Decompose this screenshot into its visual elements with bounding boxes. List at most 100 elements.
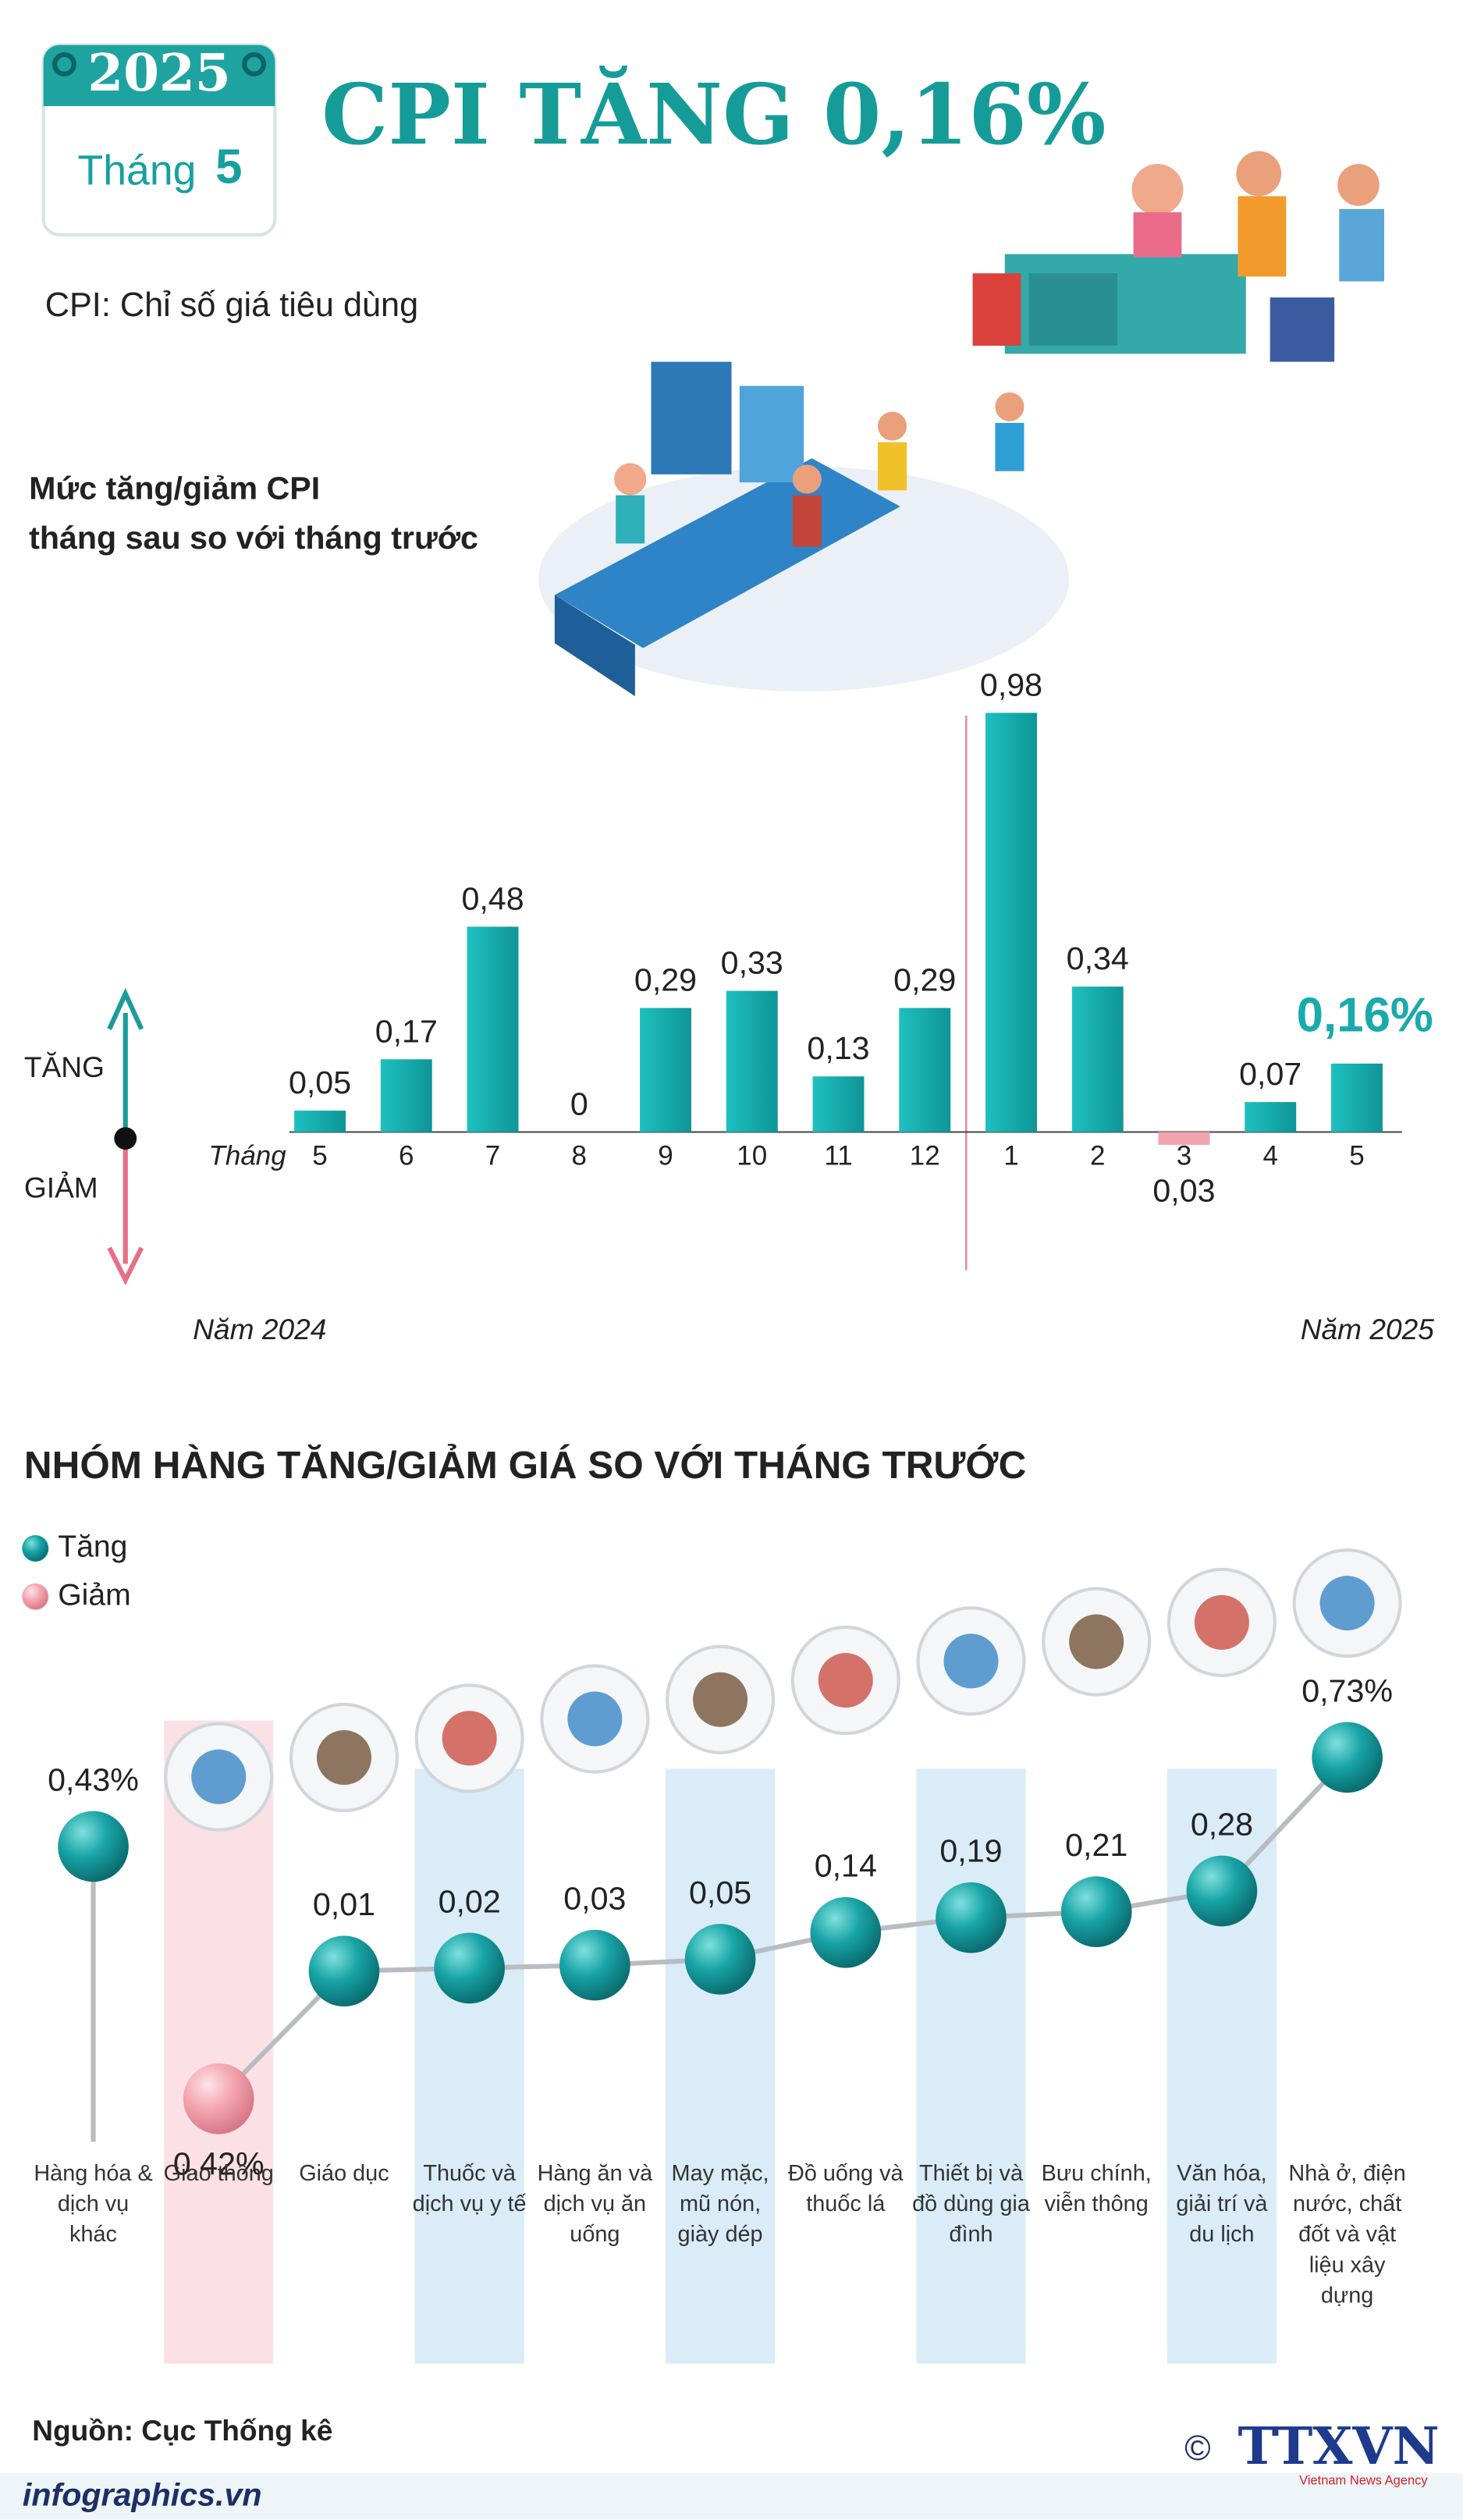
bar: [985, 713, 1037, 1132]
agency: TTXVN: [1238, 2415, 1440, 2476]
value-label: 0,34: [1067, 940, 1129, 976]
bar: [1071, 986, 1124, 1132]
category-label: Nhà ở, điện nước, chất đốt và vật liệu x…: [1288, 2159, 1406, 2308]
bar: [1158, 1132, 1210, 1145]
category-label-box: May mặc, mũ nón, giày dép: [671, 2159, 769, 2247]
x-tick-label: 3: [1177, 1141, 1191, 1171]
category-label: May mặc, mũ nón, giày dép: [671, 2159, 769, 2247]
bar: [726, 990, 778, 1132]
annotation: TĂNG: [24, 1050, 105, 1083]
category-label: Thiết bị và đồ dùng gia đình: [912, 2159, 1030, 2247]
subtitle: CPI: Chỉ số giá tiêu dùng: [45, 286, 418, 324]
dot: [434, 1932, 505, 2004]
category-label-box: Văn hóa, giải trí và du lịch: [1176, 2159, 1268, 2247]
bar: [1245, 1102, 1297, 1132]
category-label: Giáo dục: [299, 2159, 389, 2186]
category-label-box: Bưu chính, viễn thông: [1041, 2159, 1152, 2216]
category-icon-detail: [191, 1749, 247, 1804]
category-icon-detail: [943, 1633, 999, 1689]
value-label: 0,14: [815, 1848, 877, 1884]
category-icon-detail: [1319, 1576, 1375, 1631]
value-label: 0,29: [893, 961, 956, 997]
value-label: 0,48: [461, 880, 524, 916]
dot: [1186, 1855, 1258, 1927]
dot: [58, 1811, 129, 1882]
value-label: 0,05: [289, 1065, 351, 1100]
category-label: Văn hóa, giải trí và du lịch: [1176, 2159, 1268, 2247]
category-icon-detail: [316, 1729, 371, 1786]
value-label: 0,03: [1152, 1173, 1215, 1209]
x-tick-label: 5: [312, 1141, 327, 1171]
dot: [183, 2063, 254, 2134]
illustration-shop: [972, 151, 1385, 362]
chart-title: tháng sau so với tháng trước: [29, 520, 478, 556]
value-label: 0,21: [1065, 1827, 1127, 1863]
x-axis-label: Tháng: [208, 1141, 286, 1171]
down-arrow-head: [107, 1246, 144, 1285]
bar: [812, 1076, 865, 1132]
up-arrow-head: [107, 987, 144, 1030]
annotation: Năm 2025: [1301, 1313, 1434, 1345]
category-label: Hàng hóa & dịch vụ khác: [34, 2159, 153, 2247]
category-label: Giao thông: [163, 2159, 274, 2186]
category-label-box: Nhà ở, điện nước, chất đốt và vật liệu x…: [1288, 2159, 1406, 2308]
category-label: Bưu chính, viễn thông: [1041, 2159, 1152, 2216]
x-tick-label: 6: [399, 1141, 414, 1171]
category-label-box: Đồ uống và thuốc lá: [788, 2159, 904, 2216]
category-label-box: Giáo dục: [299, 2159, 389, 2186]
value-label: 0,28: [1191, 1806, 1253, 1842]
dot: [810, 1896, 882, 1968]
x-tick-label: 12: [910, 1141, 940, 1171]
dot: [1060, 1876, 1132, 1947]
bar: [899, 1008, 951, 1132]
bar: [294, 1111, 346, 1132]
category-label: Hàng ăn và dịch vụ ăn uống: [537, 2159, 653, 2247]
bar: [1331, 1063, 1383, 1132]
annotation: Năm 2024: [193, 1313, 326, 1345]
x-tick-label: 4: [1262, 1141, 1277, 1171]
value-label: 0,19: [939, 1833, 1002, 1869]
x-tick-label: 5: [1349, 1141, 1364, 1171]
ring: [242, 52, 267, 76]
column-band: [414, 1768, 524, 2364]
bar: [467, 926, 519, 1132]
month-label: Tháng: [78, 148, 197, 194]
chart-title: NHÓM HÀNG TĂNG/GIẢM GIÁ SO VỚI THÁNG TRƯ…: [24, 1443, 1026, 1487]
category-icon-detail: [1069, 1614, 1124, 1669]
bar: [380, 1059, 432, 1132]
value-label: 0,17: [375, 1013, 438, 1049]
value-label: 0,42%: [173, 2146, 265, 2182]
value-label: 0,03: [563, 1881, 626, 1917]
value-label: 0,13: [807, 1030, 869, 1066]
category-icon-detail: [442, 1711, 497, 1766]
value-label: 0,16%: [1297, 988, 1433, 1042]
value-label: 0,29: [634, 961, 697, 997]
x-tick-label: 8: [572, 1141, 587, 1171]
category-label-box: Thuốc và dịch vụ y tế: [412, 2159, 527, 2216]
agency-en: Vietnam News Agency: [1299, 2473, 1428, 2487]
category-icon-detail: [818, 1653, 873, 1708]
calendar-top: [43, 44, 275, 106]
category-label: Thuốc và dịch vụ y tế: [412, 2159, 527, 2216]
chart-title: Mức tăng/giảm CPI: [29, 470, 320, 506]
x-tick-label: 9: [658, 1141, 673, 1171]
value-label: 0,98: [980, 666, 1042, 702]
value-label: 0: [570, 1086, 588, 1121]
legend-label: Tăng: [58, 1530, 127, 1563]
x-tick-label: 1: [1003, 1141, 1018, 1171]
value-label: 0,01: [313, 1886, 375, 1922]
ring: [51, 52, 76, 76]
source: Nguồn: Cục Thống kê: [32, 2414, 332, 2447]
legend-marker: [22, 1583, 49, 1610]
category-icon-detail: [693, 1672, 748, 1727]
value-label: 0,05: [689, 1875, 751, 1910]
category-label-box: Giao thông: [163, 2159, 274, 2186]
month: 5: [215, 140, 242, 194]
copyright: ©: [1184, 2428, 1210, 2468]
category-label-box: Hàng hóa & dịch vụ khác: [34, 2159, 153, 2247]
origin-dot: [114, 1127, 137, 1150]
illustration-market: [538, 361, 1070, 697]
annotation: GIẢM: [24, 1171, 98, 1203]
